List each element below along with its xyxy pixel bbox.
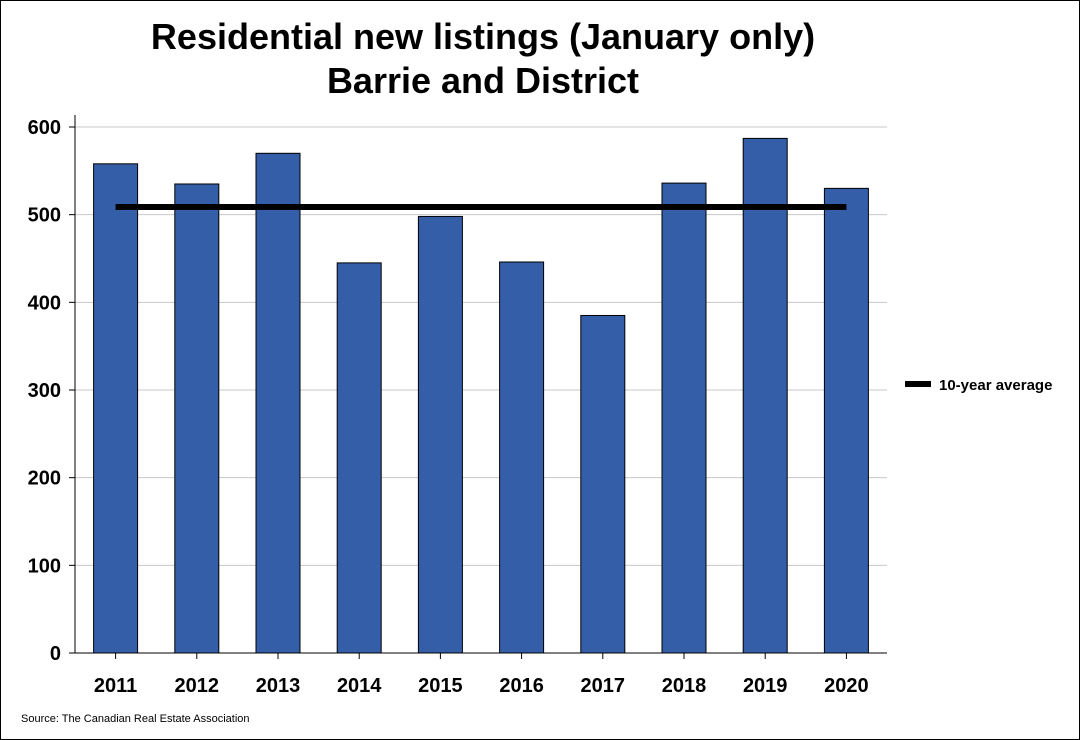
bar-2013: [255, 152, 301, 654]
x-tick-label: 2014: [337, 675, 382, 697]
bar-2012: [174, 183, 220, 654]
x-tick-label: 2018: [662, 675, 707, 697]
x-tick-label: 2015: [418, 675, 463, 697]
y-tick-label: 400: [28, 292, 61, 314]
x-tick-label: 2017: [581, 675, 626, 697]
x-tick-label: 2011: [94, 675, 137, 697]
x-tick-label: 2019: [743, 675, 788, 697]
y-tick-label: 200: [28, 468, 61, 490]
y-tick-label: 300: [28, 380, 61, 402]
y-tick-label: 500: [28, 205, 61, 227]
chart-title-line-2: Barrie and District: [326, 60, 640, 101]
source-note: Source: The Canadian Real Estate Associa…: [21, 713, 250, 725]
x-tick-label: 2013: [256, 675, 301, 697]
x-tick-label: 2012: [175, 675, 220, 697]
y-tick-label: 100: [28, 555, 61, 577]
y-tick-label: 0: [50, 643, 61, 665]
y-tick-label: 600: [28, 117, 61, 139]
chart-title: Residential new listings (January only) …: [1, 15, 965, 103]
bar-2017: [580, 314, 626, 654]
bar-2011: [93, 163, 139, 654]
bar-2014: [336, 262, 382, 654]
x-tick-label: 2016: [499, 675, 544, 697]
bar-2019: [742, 137, 788, 654]
legend-label-average: 10-year average: [939, 377, 1052, 394]
bar-2016: [499, 261, 545, 654]
legend: 10-year average: [905, 377, 1052, 394]
chart-title-line-1: Residential new listings (January only): [150, 16, 816, 57]
bar-2015: [417, 215, 463, 654]
x-tick-label: 2020: [824, 675, 869, 697]
bar-2018: [661, 182, 707, 654]
bar-2020: [823, 187, 869, 654]
